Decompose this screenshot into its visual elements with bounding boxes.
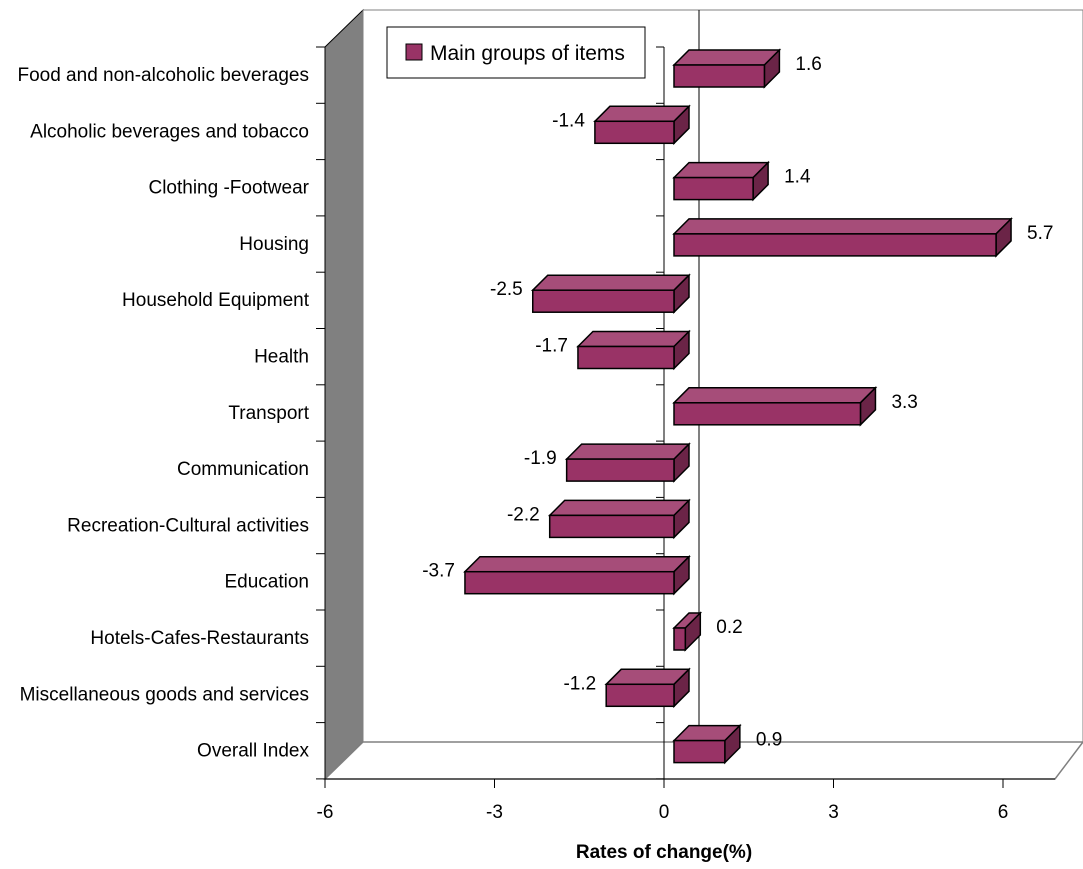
bar-top-face <box>672 387 878 404</box>
bar-front-face <box>548 514 675 539</box>
bar-front-face <box>673 64 766 88</box>
data-label: -1.9 <box>524 448 557 469</box>
data-label: -1.7 <box>535 336 568 357</box>
bar-top-face <box>672 49 782 66</box>
legend-box <box>386 26 646 79</box>
bar <box>672 160 770 202</box>
bar-top-face <box>672 161 770 179</box>
category-label: Miscellaneous goods and services <box>20 684 309 705</box>
x-tick-labels: -6 -3 0 3 6 <box>317 802 1009 823</box>
bar-front-face <box>673 176 754 201</box>
data-label: -2.2 <box>507 504 540 525</box>
data-label: 1.4 <box>784 167 811 188</box>
x-tick-label: -3 <box>486 802 503 823</box>
legend-swatch <box>405 43 423 61</box>
bar-top-face <box>463 555 691 573</box>
x-tick-label: 6 <box>998 802 1009 823</box>
bar <box>604 667 691 709</box>
category-label: Food and non-alcoholic beverages <box>17 65 309 86</box>
bar-front-face <box>673 233 997 257</box>
category-label: Hotels-Cafes-Restaurants <box>90 628 309 649</box>
category-labels: Food and non-alcoholic beverages Alcoholi… <box>17 65 309 762</box>
category-label: Education <box>224 572 309 593</box>
bar-front-face <box>464 570 675 595</box>
bar <box>463 554 691 596</box>
data-label: 0.9 <box>756 730 782 751</box>
bar <box>672 48 782 89</box>
data-label: -1.4 <box>552 110 585 131</box>
bar-top-face <box>593 105 691 123</box>
category-label: Communication <box>177 459 309 480</box>
category-label: Transport <box>228 403 309 424</box>
bar-front-face <box>673 402 862 426</box>
bar <box>530 273 691 315</box>
data-label: -3.7 <box>422 561 455 582</box>
category-label: Alcoholic beverages and tobacco <box>30 121 309 142</box>
bar-front-face <box>605 683 675 708</box>
category-label: Housing <box>239 234 309 255</box>
data-label: -1.2 <box>563 673 596 694</box>
x-tick-label: 0 <box>659 802 670 823</box>
bar <box>593 104 691 146</box>
bar-top-face <box>547 499 691 517</box>
axis-ticks <box>316 46 1004 788</box>
bar-top-face <box>672 218 1013 235</box>
data-label: 1.6 <box>795 54 821 75</box>
left-wall <box>324 8 364 781</box>
x-axis-title: Rates of change(%) <box>576 842 752 863</box>
x-tick-label: -6 <box>317 802 334 823</box>
bar-top-face <box>564 443 691 460</box>
category-label: Clothing -Footwear <box>148 178 309 199</box>
bar-front-face <box>577 345 675 370</box>
bar-front-face <box>673 627 687 651</box>
bar <box>672 217 1013 258</box>
x-tick-label: 3 <box>828 802 839 823</box>
data-label: 0.2 <box>716 617 742 638</box>
bar-top-face <box>576 330 691 348</box>
bar <box>672 723 742 765</box>
bar <box>672 385 878 427</box>
data-label: 5.7 <box>1027 223 1053 244</box>
bar <box>576 329 691 371</box>
data-label: 3.3 <box>891 392 917 413</box>
bar-front-face <box>532 289 675 313</box>
category-label: Overall Index <box>197 741 309 762</box>
data-label: -2.5 <box>490 279 523 300</box>
legend-label: Main groups of items <box>430 42 625 65</box>
bar-front-face <box>673 739 726 764</box>
category-label: Health <box>254 347 309 368</box>
bar-front-face <box>565 458 675 482</box>
bars <box>463 48 1013 765</box>
data-labels: 1.6 -1.4 1.4 5.7 -2.5 -1.7 3.3 -1.9 -2.2 -3.7 0.2 -… <box>422 54 1053 751</box>
legend: Main groups of items <box>386 26 646 79</box>
bar <box>672 611 703 652</box>
bar <box>547 498 691 540</box>
bar-top-face <box>530 274 691 291</box>
category-label: Recreation-Cultural activities <box>67 515 309 536</box>
bar <box>564 442 691 483</box>
bar-front-face <box>594 120 675 145</box>
category-label: Household Equipment <box>122 290 310 311</box>
